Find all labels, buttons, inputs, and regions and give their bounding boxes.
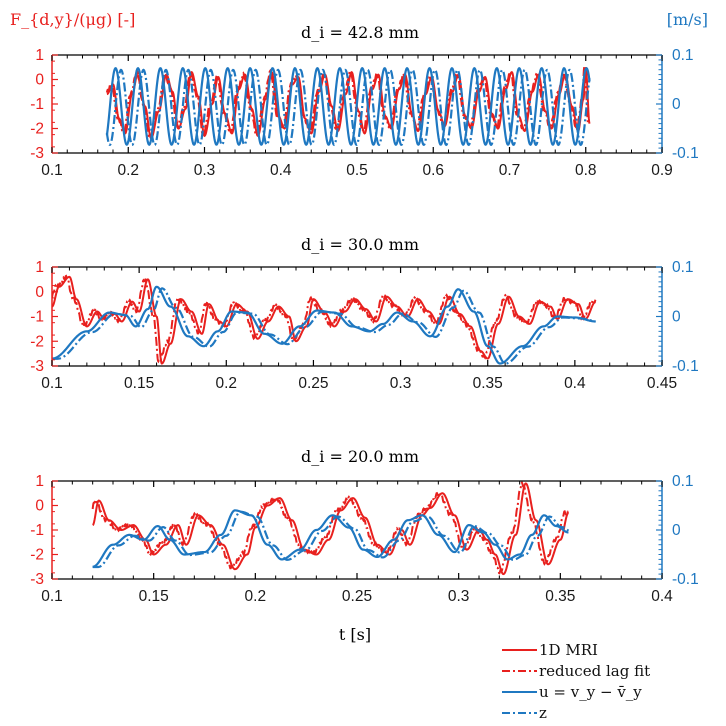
legend-label: z (539, 704, 547, 722)
series-reduced-lag-fit (91, 481, 570, 575)
x-tick-label: 0.6 (422, 162, 444, 179)
x-tick-label: 0.1 (41, 375, 63, 392)
y-right-tick-label: 0 (672, 96, 681, 113)
series-u (52, 285, 596, 365)
y-left-tick-label: -1 (30, 309, 44, 326)
y-right-tick-label: -0.1 (672, 571, 699, 588)
y-left-tick-label: -1 (30, 96, 44, 113)
x-tick-label: 0.45 (647, 375, 677, 392)
x-tick-label: 0.25 (342, 588, 372, 605)
series-reduced-lag-fit (52, 274, 597, 364)
y-left-tick-label: 1 (35, 47, 44, 64)
x-tick-label: 0.4 (651, 588, 673, 605)
x-tick-label: 0.2 (117, 162, 139, 179)
series-z (92, 510, 570, 569)
legend: 1D MRI reduced lag fit u = v_y − v̄_yz (502, 641, 650, 722)
legend-label: reduced lag fit (539, 662, 650, 680)
panel-2-title: d_i = 30.0 mm (301, 235, 419, 254)
y-left-tick-label: 0 (35, 284, 44, 301)
x-tick-label: 0.8 (575, 162, 597, 179)
x-tick-label: 0.35 (473, 375, 503, 392)
right-axis-label: [m/s] (667, 10, 708, 29)
y-left-tick-label: -2 (30, 547, 44, 564)
x-tick-label: 0.9 (651, 162, 673, 179)
x-tick-label: 0.3 (390, 375, 412, 392)
panel-1: 0.1 0.2 0.3 0.4 0.5 0.6 0.7 0.8 0.910-1-2-30.10-… (30, 47, 699, 179)
y-left-tick-label: -2 (30, 333, 44, 350)
y-left-tick-label: -3 (30, 358, 44, 375)
x-axis-label: t [s] (339, 625, 371, 644)
x-tick-label: 0.4 (270, 162, 292, 179)
series-reduced-lag-fit (105, 66, 591, 139)
panel-3: 0.1 0.15 0.2 0.25 0.3 0.35 0.410-1-2-30.10-0.1 (30, 473, 699, 605)
panel-3-title: d_i = 20.0 mm (301, 447, 419, 466)
panel-1-title: d_i = 42.8 mm (301, 23, 419, 42)
y-right-tick-label: -0.1 (672, 145, 699, 162)
x-tick-label: 0.2 (245, 588, 267, 605)
y-left-tick-label: 1 (35, 259, 44, 276)
x-tick-label: 0.1 (41, 162, 63, 179)
y-right-tick-label: 0 (672, 309, 681, 326)
y-left-tick-label: -3 (30, 571, 44, 588)
x-tick-label: 0.5 (346, 162, 368, 179)
series-u (92, 509, 569, 568)
x-tick-label: 0.3 (194, 162, 216, 179)
y-right-tick-label: 0.1 (672, 259, 694, 276)
series-z (105, 68, 591, 147)
x-tick-label: 0.15 (139, 588, 169, 605)
x-tick-label: 0.2 (216, 375, 238, 392)
y-left-tick-label: -1 (30, 522, 44, 539)
y-left-tick-label: -3 (30, 145, 44, 162)
x-tick-label: 0.15 (124, 375, 154, 392)
y-right-tick-label: 0.1 (672, 47, 694, 64)
series-1d-mri (92, 482, 569, 576)
y-right-tick-label: 0 (672, 522, 681, 539)
x-tick-label: 0.3 (448, 588, 470, 605)
series-u (105, 66, 591, 146)
x-tick-label: 0.4 (564, 375, 586, 392)
y-left-tick-label: -2 (30, 121, 44, 138)
x-tick-label: 0.35 (545, 588, 575, 605)
y-left-tick-label: 1 (35, 473, 44, 490)
y-right-tick-label: -0.1 (672, 358, 699, 375)
panel-2: 0.1 0.15 0.2 0.25 0.3 0.35 0.4 0.4510-1-2-30.10… (30, 259, 699, 392)
y-right-tick-label: 0.1 (672, 473, 694, 490)
y-left-tick-label: 0 (35, 498, 44, 515)
x-tick-label: 0.25 (298, 375, 328, 392)
y-left-tick-label: 0 (35, 72, 44, 89)
x-tick-label: 0.1 (41, 588, 63, 605)
left-axis-label: F_{d,y}/(μg) [-] (10, 10, 135, 29)
x-tick-label: 0.7 (499, 162, 521, 179)
legend-label: u = v_y − v̄_y (539, 683, 642, 701)
legend-label: 1D MRI (539, 641, 598, 659)
